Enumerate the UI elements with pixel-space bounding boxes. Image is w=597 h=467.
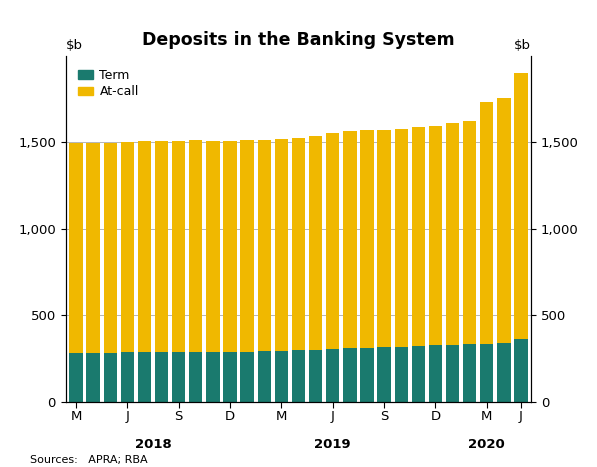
- Bar: [87, 353, 100, 402]
- Bar: [292, 138, 305, 350]
- Bar: [69, 143, 82, 353]
- Bar: [343, 348, 356, 402]
- Bar: [412, 127, 425, 346]
- Bar: [155, 352, 168, 402]
- Bar: [121, 353, 134, 402]
- Bar: [138, 141, 151, 352]
- Bar: [275, 351, 288, 402]
- Bar: [515, 73, 528, 340]
- Bar: [395, 347, 408, 402]
- Bar: [189, 140, 202, 353]
- Bar: [257, 140, 271, 351]
- Bar: [241, 141, 254, 352]
- Bar: [275, 139, 288, 351]
- Text: $b: $b: [515, 39, 531, 52]
- Bar: [309, 135, 322, 350]
- Bar: [172, 141, 185, 352]
- Bar: [446, 345, 459, 402]
- Bar: [497, 99, 510, 343]
- Bar: [326, 133, 340, 349]
- Bar: [377, 130, 391, 347]
- Bar: [480, 102, 494, 344]
- Legend: Term, At-call: Term, At-call: [72, 62, 145, 105]
- Bar: [292, 350, 305, 402]
- Bar: [138, 352, 151, 402]
- Bar: [69, 353, 82, 402]
- Text: 2020: 2020: [469, 438, 505, 451]
- Bar: [515, 340, 528, 402]
- Bar: [412, 346, 425, 402]
- Text: 2019: 2019: [315, 438, 351, 451]
- Text: 2018: 2018: [134, 438, 171, 451]
- Bar: [155, 141, 168, 352]
- Bar: [172, 352, 185, 402]
- Bar: [446, 122, 459, 345]
- Bar: [87, 143, 100, 353]
- Bar: [121, 142, 134, 353]
- Bar: [103, 143, 117, 353]
- Bar: [257, 351, 271, 402]
- Bar: [463, 344, 476, 402]
- Bar: [241, 352, 254, 402]
- Title: Deposits in the Banking System: Deposits in the Banking System: [142, 31, 455, 49]
- Bar: [361, 348, 374, 402]
- Bar: [223, 352, 236, 402]
- Bar: [463, 121, 476, 344]
- Text: $b: $b: [66, 39, 82, 52]
- Bar: [309, 350, 322, 402]
- Bar: [480, 344, 494, 402]
- Text: Sources:   APRA; RBA: Sources: APRA; RBA: [30, 455, 147, 465]
- Bar: [343, 131, 356, 348]
- Bar: [377, 347, 391, 402]
- Bar: [206, 352, 220, 402]
- Bar: [223, 141, 236, 352]
- Bar: [189, 353, 202, 402]
- Bar: [395, 128, 408, 347]
- Bar: [361, 130, 374, 348]
- Bar: [429, 345, 442, 402]
- Bar: [429, 126, 442, 345]
- Bar: [206, 141, 220, 352]
- Bar: [103, 353, 117, 402]
- Bar: [497, 343, 510, 402]
- Bar: [326, 349, 340, 402]
